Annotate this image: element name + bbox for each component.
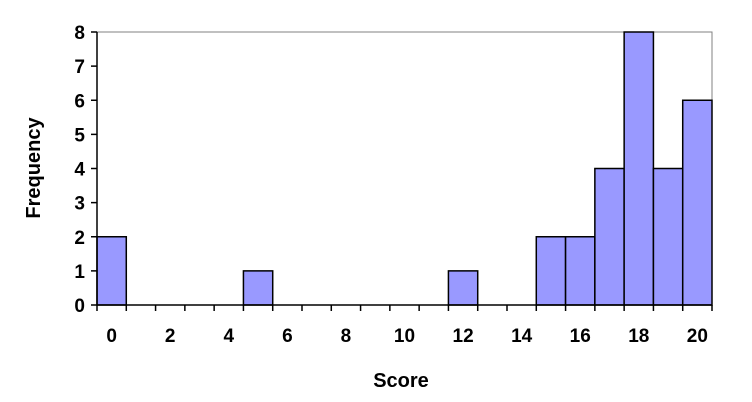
x-tick-label: 16 [570, 326, 591, 347]
y-ticks-group: 0 1 2 3 4 5 6 7 8 [74, 23, 97, 317]
bar-score-5 [242, 270, 274, 306]
x-tick-label: 18 [628, 326, 649, 347]
bar-score-15 [535, 236, 567, 306]
bar-score-16 [564, 236, 596, 306]
x-ticks-group: 0 2 4 6 8 10 12 14 16 18 20 [96, 305, 713, 347]
x-tick-label: 6 [282, 326, 293, 347]
bar-score-0 [96, 236, 128, 306]
bar-score-19 [652, 167, 684, 306]
x-tick-label: 4 [223, 326, 234, 347]
y-tick-label: 1 [74, 262, 85, 283]
y-tick-label: 8 [74, 23, 85, 44]
bar-score-17 [594, 167, 625, 306]
y-tick-label: 5 [74, 125, 85, 146]
y-tick-label: 4 [74, 160, 85, 181]
x-tick-label: 12 [453, 326, 474, 347]
bar-score-20 [681, 99, 713, 306]
y-tick-label: 2 [74, 228, 85, 249]
y-tick-label: 3 [74, 194, 85, 215]
y-tick-label: 0 [74, 296, 85, 317]
bar-score-12 [447, 270, 479, 306]
y-tick-label: 7 [74, 57, 85, 78]
x-tick-label: 10 [394, 326, 415, 347]
x-tick-label: 0 [106, 326, 117, 347]
x-axis-title: Score [373, 370, 429, 392]
x-tick-label: 8 [341, 326, 352, 347]
x-tick-label: 14 [511, 326, 533, 347]
bar-score-18 [623, 31, 655, 306]
y-axis-title: Frequency [23, 117, 45, 219]
y-tick-label: 6 [74, 91, 85, 112]
x-tick-label: 20 [687, 326, 708, 347]
x-tick-label: 2 [165, 326, 176, 347]
